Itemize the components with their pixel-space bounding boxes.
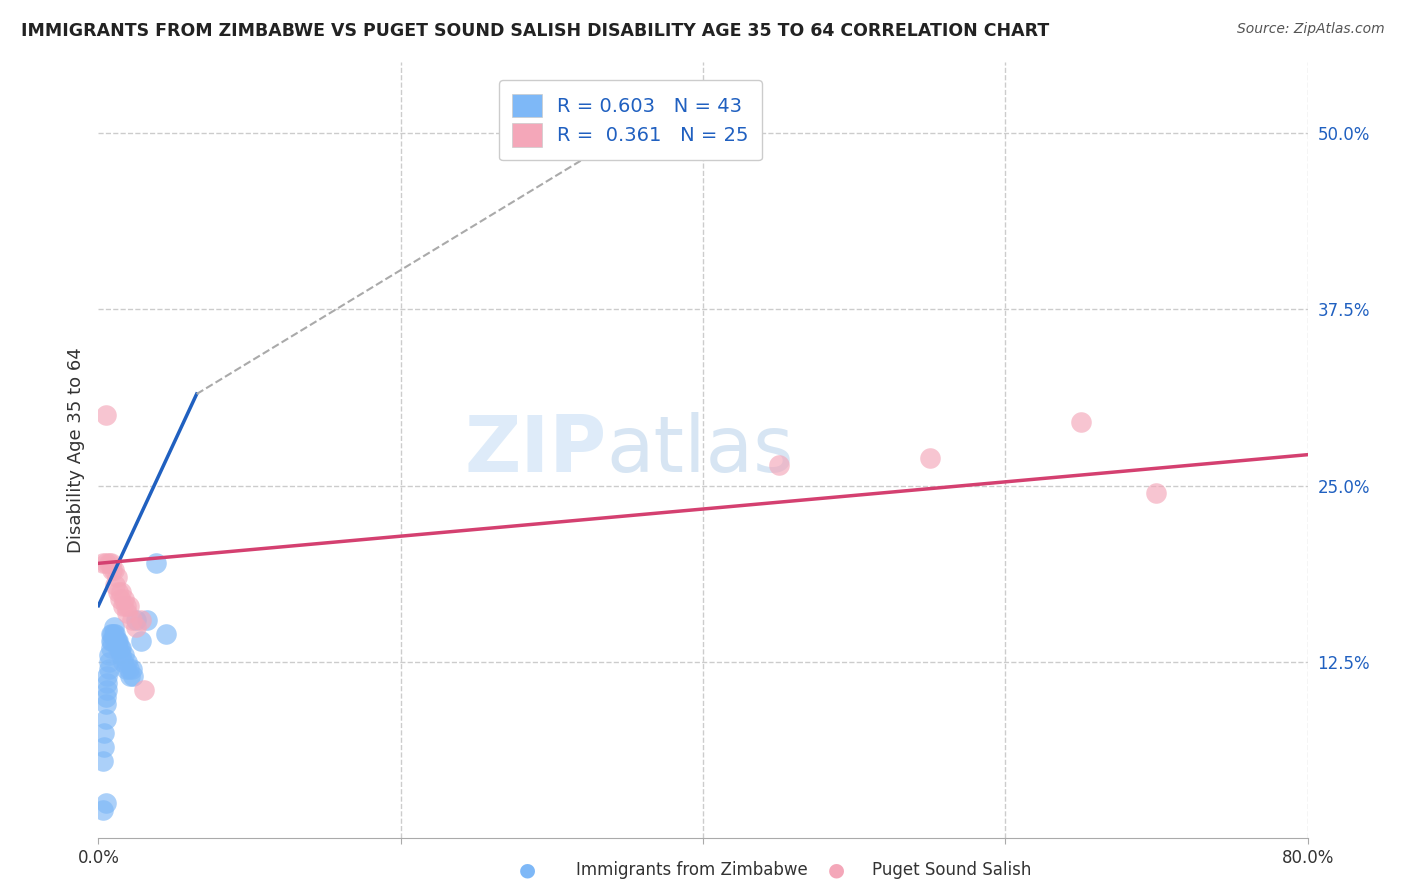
Point	[129, 613, 152, 627]
Point	[94, 698, 117, 712]
Point	[918, 450, 941, 465]
Point	[96, 676, 118, 690]
Point	[94, 796, 117, 810]
Point	[111, 655, 134, 669]
Point	[93, 725, 115, 739]
Point	[105, 634, 128, 648]
Point	[101, 563, 124, 577]
Point	[121, 662, 143, 676]
Point	[125, 613, 148, 627]
Point	[110, 584, 132, 599]
Point	[1070, 415, 1092, 429]
Point	[98, 655, 121, 669]
Point	[112, 648, 135, 662]
Point	[132, 683, 155, 698]
Point	[118, 662, 141, 676]
Point	[100, 640, 122, 655]
Point	[145, 557, 167, 571]
Text: Puget Sound Salish: Puget Sound Salish	[872, 861, 1031, 879]
Point	[105, 570, 128, 584]
Point	[94, 408, 117, 422]
Point	[111, 599, 134, 613]
Point	[122, 669, 145, 683]
Point	[110, 640, 132, 655]
Point	[120, 669, 142, 683]
Point	[100, 634, 122, 648]
Point	[100, 557, 122, 571]
Text: ZIP: ZIP	[464, 412, 606, 489]
Point	[121, 613, 143, 627]
Point	[98, 662, 121, 676]
Point	[101, 627, 124, 641]
Point	[94, 690, 117, 705]
Point	[100, 627, 122, 641]
Y-axis label: Disability Age 35 to 64: Disability Age 35 to 64	[66, 348, 84, 553]
Point	[94, 557, 117, 571]
Point	[98, 648, 121, 662]
Point	[105, 634, 128, 648]
Point	[115, 655, 138, 669]
Point	[98, 557, 121, 571]
Point	[118, 599, 141, 613]
Text: Immigrants from Zimbabwe: Immigrants from Zimbabwe	[576, 861, 808, 879]
Point	[103, 627, 125, 641]
Point	[107, 584, 129, 599]
Point	[101, 634, 124, 648]
Point	[110, 648, 132, 662]
Text: ●: ●	[519, 860, 536, 880]
Point	[114, 662, 136, 676]
Text: ●: ●	[828, 860, 845, 880]
Point	[107, 634, 129, 648]
Point	[103, 563, 125, 577]
Point	[1144, 485, 1167, 500]
Point	[94, 712, 117, 726]
Point	[104, 634, 127, 648]
Point	[114, 599, 136, 613]
Text: atlas: atlas	[606, 412, 794, 489]
Point	[104, 627, 127, 641]
Point	[96, 683, 118, 698]
Point	[93, 739, 115, 754]
Point	[107, 640, 129, 655]
Point	[108, 640, 131, 655]
Point	[96, 669, 118, 683]
Text: Source: ZipAtlas.com: Source: ZipAtlas.com	[1237, 22, 1385, 37]
Point	[155, 627, 177, 641]
Point	[125, 620, 148, 634]
Point	[135, 613, 157, 627]
Point	[129, 634, 152, 648]
Point	[112, 591, 135, 606]
Point	[104, 577, 127, 591]
Point	[768, 458, 790, 472]
Point	[91, 754, 114, 768]
Legend: R = 0.603   N = 43, R =  0.361   N = 25: R = 0.603 N = 43, R = 0.361 N = 25	[499, 80, 762, 161]
Point	[103, 620, 125, 634]
Point	[108, 591, 131, 606]
Point	[91, 557, 114, 571]
Text: IMMIGRANTS FROM ZIMBABWE VS PUGET SOUND SALISH DISABILITY AGE 35 TO 64 CORRELATI: IMMIGRANTS FROM ZIMBABWE VS PUGET SOUND …	[21, 22, 1049, 40]
Point	[91, 803, 114, 817]
Point	[115, 606, 138, 620]
